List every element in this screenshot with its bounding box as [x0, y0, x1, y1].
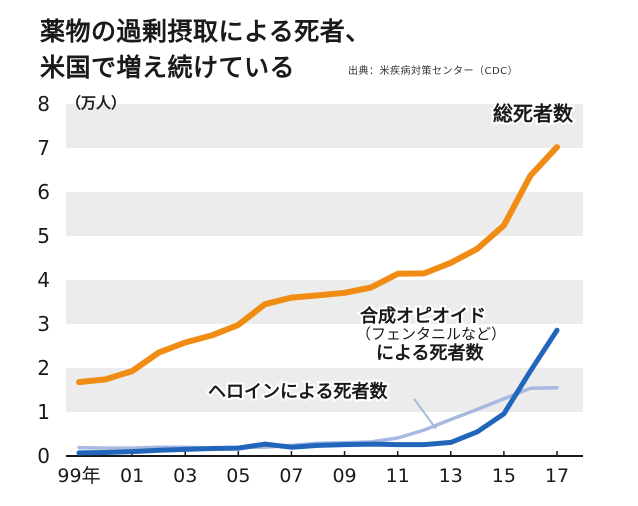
series-label-synthetic-line2: （フェンタニルなど）: [356, 325, 506, 343]
x-tick-label: 99年: [57, 465, 100, 487]
y-tick-label: 2: [37, 356, 50, 380]
series-line-total: [76, 144, 560, 386]
y-tick-label: 1: [37, 400, 50, 424]
y-axis-unit: （万人）: [66, 94, 126, 112]
series-label-heroin: ヘロインによる死者数: [208, 380, 388, 402]
y-tick-label: 0: [37, 444, 50, 468]
grid-bands: [66, 104, 583, 412]
x-tick-label: 05: [226, 465, 250, 487]
y-tick-label: 3: [37, 312, 50, 336]
series-lines: [76, 144, 560, 456]
x-tick-label: 13: [439, 465, 463, 487]
chart-title-line1: 薬物の過剰摂取による死者、: [40, 17, 371, 46]
chart-title-line2: 米国で増え続けている: [40, 53, 296, 82]
y-tick-label: 5: [37, 224, 50, 248]
x-tick-label: 07: [279, 465, 303, 487]
y-axis: 0 1 2 3 4 5 6 7 8: [37, 92, 50, 468]
series-label-total: 総死者数: [493, 102, 574, 126]
x-tick-label: 11: [386, 465, 410, 487]
grid-band: [66, 104, 583, 148]
x-tick-label: 01: [120, 465, 144, 487]
y-tick-label: 6: [37, 180, 50, 204]
x-tick-label: 17: [545, 465, 569, 487]
x-tick-label: 09: [332, 465, 356, 487]
x-tick-label: 15: [492, 465, 516, 487]
series-line-synthetic: [76, 327, 560, 456]
y-tick-label: 7: [37, 136, 50, 160]
y-tick-label: 4: [37, 268, 50, 292]
chart-source: 出典：米疾病対策センター（CDC）: [348, 66, 519, 77]
series-label-synthetic-line3: による死者数: [376, 342, 484, 364]
x-tick-label: 03: [173, 465, 197, 487]
grid-band: [66, 368, 583, 412]
y-tick-label: 8: [37, 92, 50, 116]
series-label-synthetic-line1: 合成オピオイド: [360, 305, 486, 327]
grid-band: [66, 192, 583, 236]
heroin-leader-line: [413, 398, 437, 430]
grid-band: [66, 280, 583, 324]
